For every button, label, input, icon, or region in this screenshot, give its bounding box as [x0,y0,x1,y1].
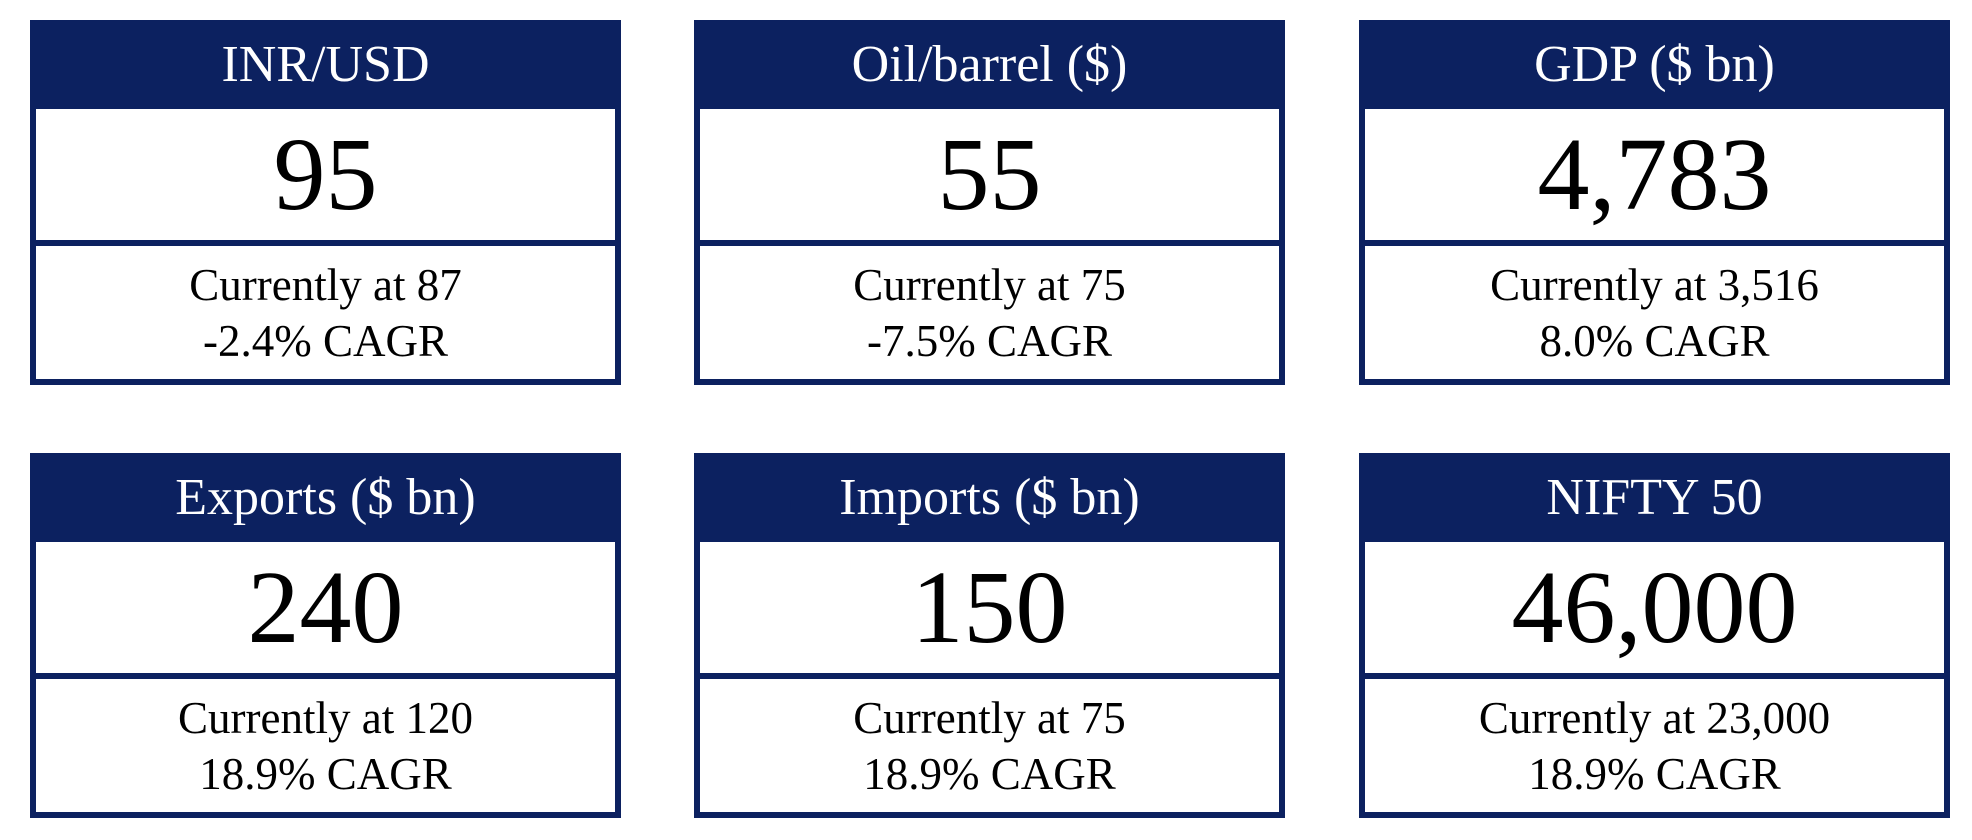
metric-card: Imports ($ bn) 150 Currently at 75 18.9% CA… [694,453,1285,818]
card-value: 150 [700,536,1279,679]
cagr: -2.4% CAGR [203,315,448,366]
current-value: Currently at 120 [178,692,473,743]
current-value: Currently at 75 [853,692,1126,743]
metric-card: Oil/barrel ($) 55 Currently at 75 -7.5% CAG… [694,20,1285,385]
card-details: Currently at 120 18.9% CAGR [36,679,615,812]
cagr: 18.9% CAGR [199,748,452,799]
card-title: Imports ($ bn) [700,459,1279,536]
cagr: 18.9% CAGR [1528,748,1781,799]
card-title: Oil/barrel ($) [700,26,1279,103]
card-title: Exports ($ bn) [36,459,615,536]
cagr: 8.0% CAGR [1539,315,1770,366]
cagr: -7.5% CAGR [867,315,1112,366]
current-value: Currently at 3,516 [1490,259,1819,310]
card-value: 4,783 [1365,103,1944,246]
card-title: INR/USD [36,26,615,103]
card-details: Currently at 75 -7.5% CAGR [700,246,1279,379]
card-details: Currently at 75 18.9% CAGR [700,679,1279,812]
cagr: 18.9% CAGR [863,748,1116,799]
card-title: GDP ($ bn) [1365,26,1944,103]
current-value: Currently at 87 [189,259,462,310]
card-value: 240 [36,536,615,679]
metric-card: NIFTY 50 46,000 Currently at 23,000 18.9% C… [1359,453,1950,818]
current-value: Currently at 23,000 [1478,692,1831,743]
metric-card: GDP ($ bn) 4,783 Currently at 3,516 8.0% CA… [1359,20,1950,385]
card-details: Currently at 87 -2.4% CAGR [36,246,615,379]
card-value: 55 [700,103,1279,246]
card-value: 46,000 [1365,536,1944,679]
card-details: Currently at 3,516 8.0% CAGR [1365,246,1944,379]
metric-card: INR/USD 95 Currently at 87 -2.4% CAGR [30,20,621,385]
card-details: Currently at 23,000 18.9% CAGR [1365,679,1944,812]
card-title: NIFTY 50 [1365,459,1944,536]
card-value: 95 [36,103,615,246]
current-value: Currently at 75 [853,259,1126,310]
metric-card: Exports ($ bn) 240 Currently at 120 18.9% C… [30,453,621,818]
